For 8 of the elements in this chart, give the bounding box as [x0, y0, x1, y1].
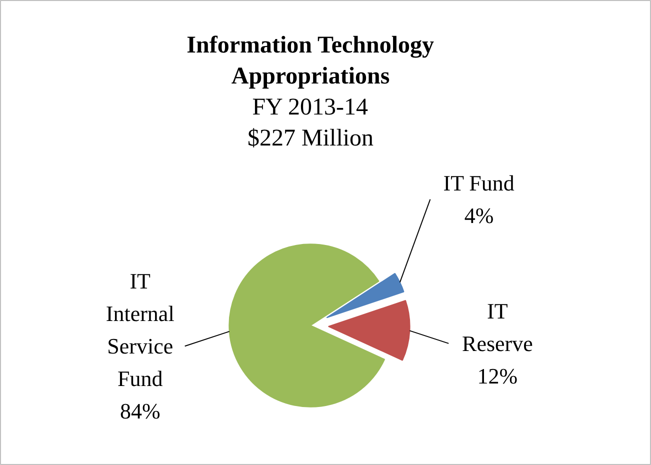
slice-label: IT Fund — [443, 170, 514, 196]
data-label: 12% — [477, 363, 518, 388]
chart-subtitle: FY 2013-14 $227 Million — [248, 94, 374, 152]
slice-label: IT Reserve — [462, 298, 533, 356]
slice-label: IT Internal Service Fund — [106, 268, 174, 392]
data-label: 84% — [120, 398, 160, 424]
chart-title: Information Technology Appropriations — [186, 32, 434, 90]
data-label: 4% — [464, 203, 494, 228]
